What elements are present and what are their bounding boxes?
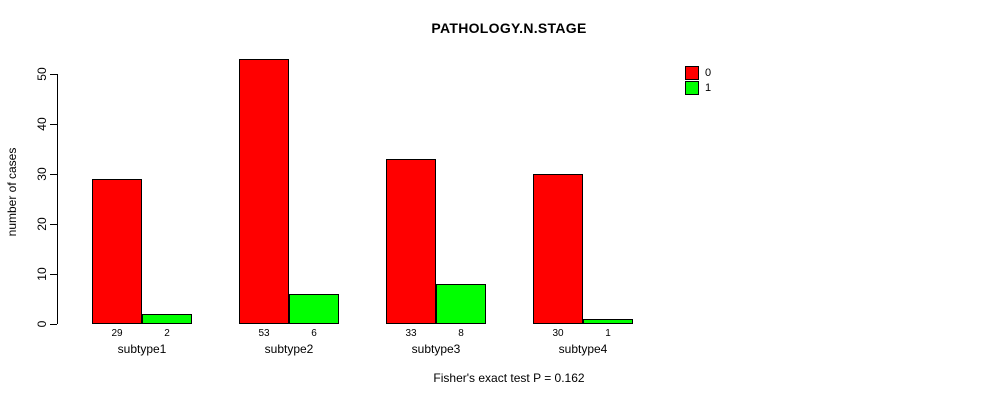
bar-value-label: 8 [458, 328, 464, 339]
legend-label: 1 [705, 81, 712, 94]
bar-value-label: 29 [111, 328, 123, 339]
y-axis-tick-label: 50 [35, 67, 49, 81]
category-label-subtype1: subtype1 [117, 342, 167, 356]
y-axis-tick-label: 30 [35, 167, 49, 181]
bar-subtype2-1 [289, 294, 339, 324]
bar-subtype1-0 [92, 179, 142, 324]
bar-value-label: 6 [311, 328, 317, 339]
bar-subtype1-1 [142, 314, 192, 324]
bar-subtype3-1 [436, 284, 486, 324]
y-axis-tick [50, 123, 57, 125]
y-axis-tick-label: 40 [35, 117, 49, 131]
legend-item-1: 1 [685, 80, 711, 95]
chart-title: PATHOLOGY.N.STAGE [431, 20, 587, 36]
y-axis-tick [50, 173, 57, 175]
category-label-subtype4: subtype4 [558, 342, 608, 356]
y-axis-tick [50, 323, 57, 325]
bar-value-label: 30 [552, 328, 564, 339]
y-axis-tick-label: 20 [35, 217, 49, 231]
y-axis-label: number of cases [5, 147, 19, 237]
y-axis-tick [50, 223, 57, 225]
legend-item-0: 0 [685, 65, 711, 80]
bar-subtype3-0 [386, 159, 436, 324]
bar-value-label: 1 [605, 328, 611, 339]
y-axis-tick-label: 0 [35, 320, 49, 328]
y-axis-tick-label: 10 [35, 267, 49, 281]
bar-value-label: 33 [405, 328, 417, 339]
legend-swatch-green [685, 80, 699, 95]
y-axis-line [57, 74, 58, 324]
y-axis-tick [50, 73, 57, 75]
bar-subtype4-0 [533, 174, 583, 324]
bar-value-label: 2 [164, 328, 170, 339]
category-label-subtype2: subtype2 [264, 342, 314, 356]
legend: 0 1 [685, 65, 711, 95]
legend-label: 0 [705, 66, 712, 79]
category-label-subtype3: subtype3 [411, 342, 461, 356]
bar-value-label: 53 [258, 328, 270, 339]
y-axis-tick [50, 273, 57, 275]
caption-fishers-test: Fisher's exact test P = 0.162 [433, 371, 585, 385]
bar-subtype4-1 [583, 319, 633, 324]
legend-swatch-red [685, 65, 699, 80]
bar-subtype2-0 [239, 59, 289, 324]
